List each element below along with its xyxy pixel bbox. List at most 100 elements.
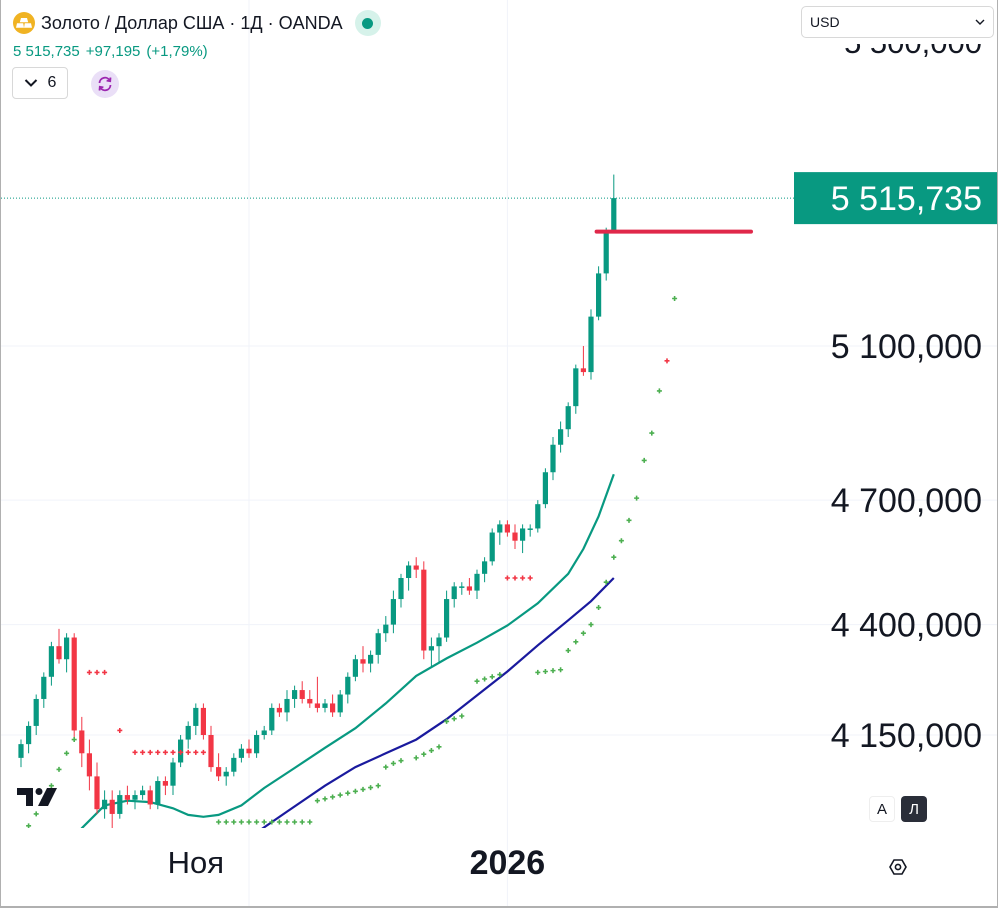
candle xyxy=(132,790,138,810)
psar-point xyxy=(565,648,571,654)
candle-body xyxy=(48,646,54,677)
symbol-title[interactable]: Золото / Доллар США · 1Д · OANDA xyxy=(41,12,343,33)
candle xyxy=(542,468,548,509)
sync-icon xyxy=(98,76,112,92)
candle-body xyxy=(124,795,130,800)
candle-body xyxy=(497,524,503,533)
time-scale[interactable]: Ноя 2026 xyxy=(168,844,546,882)
price-change-percent: (+1,79%) xyxy=(146,43,208,60)
price-label: 4 700,000 xyxy=(831,482,982,520)
last-price: 5 515,735 xyxy=(13,43,80,60)
psar-point xyxy=(170,749,176,755)
tradingview-logo-icon[interactable] xyxy=(17,786,59,813)
psar-point xyxy=(352,788,358,794)
candle-body xyxy=(33,698,39,726)
candle-body xyxy=(41,676,47,699)
candle-body xyxy=(193,707,199,726)
psar-point xyxy=(284,819,290,825)
candle-body xyxy=(398,578,404,600)
indicators-toggle-button[interactable]: 6 xyxy=(12,67,68,99)
candle-body xyxy=(117,795,123,814)
candle xyxy=(444,590,450,642)
candle-body xyxy=(390,599,396,625)
candle-body xyxy=(580,368,586,373)
symbol-header[interactable]: Золото / Доллар США · 1Д · OANDA xyxy=(13,10,381,36)
candle xyxy=(140,785,146,800)
psar-point xyxy=(26,823,32,828)
currency-value: USD xyxy=(810,14,840,30)
candle-body xyxy=(603,231,609,274)
candle-body xyxy=(140,790,146,796)
psar-point xyxy=(664,358,670,364)
psar-point xyxy=(626,517,632,523)
psar-point xyxy=(444,718,450,724)
candle-body xyxy=(482,561,488,574)
psar-point xyxy=(162,749,168,755)
candle-body xyxy=(489,532,495,562)
psar-point xyxy=(254,819,260,825)
currency-select[interactable]: USD xyxy=(801,6,994,38)
psar-point xyxy=(178,749,184,755)
psar-point xyxy=(580,630,586,636)
candle xyxy=(299,681,305,704)
candle-body xyxy=(292,690,298,699)
psar-point xyxy=(588,622,594,628)
candle xyxy=(41,672,47,708)
indicators-count: 6 xyxy=(47,74,57,91)
psar-point xyxy=(71,737,77,743)
psar-point xyxy=(573,639,579,645)
psar-point xyxy=(208,749,214,755)
candle xyxy=(79,716,85,768)
psar-point xyxy=(307,819,313,825)
candle xyxy=(390,590,396,634)
candle xyxy=(208,725,214,772)
psar-point xyxy=(193,749,199,755)
candle-body xyxy=(406,565,412,579)
auto-scale-button[interactable]: A xyxy=(869,796,895,822)
psar-point xyxy=(147,749,153,755)
psar-point xyxy=(497,672,503,678)
price-label: 5 100,000 xyxy=(831,328,982,366)
psar-point xyxy=(368,785,374,791)
current-price-tag: 5 515,735 xyxy=(794,172,997,225)
candle-body xyxy=(238,748,244,758)
sync-button[interactable] xyxy=(91,70,119,98)
gear-icon[interactable] xyxy=(888,857,908,877)
candle-body xyxy=(94,776,100,810)
candle-body xyxy=(322,703,328,708)
candle xyxy=(512,524,518,549)
candle-body xyxy=(284,698,290,713)
candle-body xyxy=(147,790,153,805)
candle-body xyxy=(56,646,62,660)
candle xyxy=(466,578,472,595)
psar-point xyxy=(48,783,54,789)
candle-body xyxy=(170,762,176,786)
psar-point xyxy=(474,678,480,684)
psar-point xyxy=(94,669,100,675)
chevron-down-icon xyxy=(975,19,985,25)
candle xyxy=(26,721,32,754)
candle-body xyxy=(155,781,161,805)
candle xyxy=(520,524,526,554)
psar-point xyxy=(337,792,343,798)
candle xyxy=(573,364,579,414)
candle xyxy=(535,500,541,533)
psar-point xyxy=(246,819,252,825)
psar-point xyxy=(482,676,488,682)
candle xyxy=(223,767,229,786)
log-scale-button[interactable]: Л xyxy=(901,796,927,822)
candle xyxy=(86,739,92,791)
psar-point xyxy=(634,495,640,501)
candle xyxy=(603,227,609,281)
psar-point xyxy=(618,538,624,544)
psar-point xyxy=(33,811,39,817)
price-change: +97,195 xyxy=(85,43,141,60)
candle-body xyxy=(611,198,617,232)
price-label: 4 150,000 xyxy=(831,717,982,755)
psar-point xyxy=(19,833,24,838)
ma-fast-line xyxy=(80,473,615,828)
candle-body xyxy=(520,528,526,541)
candle xyxy=(375,628,381,664)
